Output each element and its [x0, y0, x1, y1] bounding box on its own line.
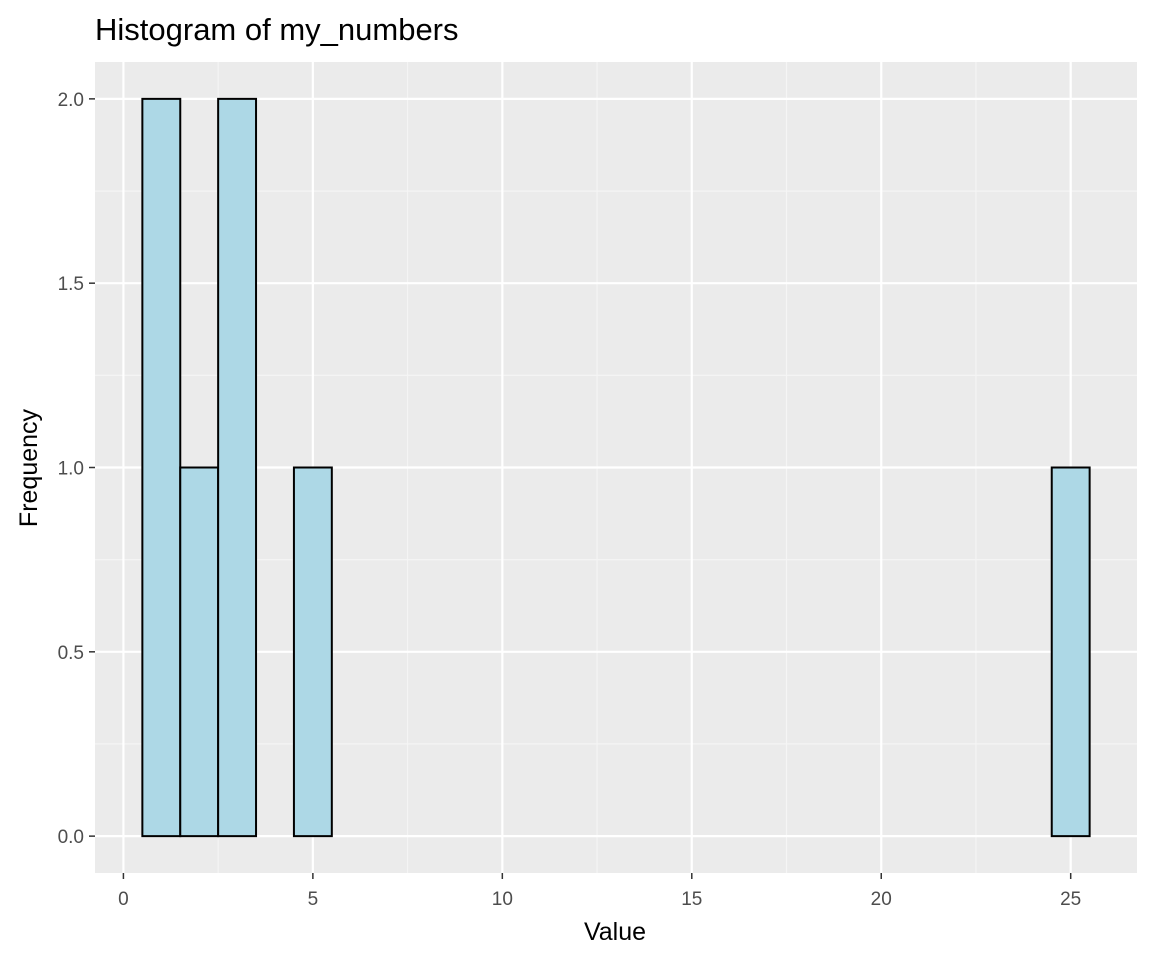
histogram-bar — [141, 97, 182, 838]
y-tick-label: 2.0 — [58, 90, 84, 111]
y-axis: 0.0 0.5 1.0 1.5 2.0 — [58, 90, 95, 848]
y-tick-label: 0.0 — [58, 827, 84, 848]
chart-title: Histogram of my_numbers — [95, 12, 459, 47]
x-tick-label: 20 — [871, 889, 892, 910]
x-tick-label: 15 — [681, 889, 702, 910]
x-tick-label: 5 — [308, 889, 319, 910]
histogram-bars — [141, 97, 1091, 838]
histogram-bar — [179, 466, 220, 838]
y-tick-label: 1.0 — [58, 459, 84, 480]
histogram-bar — [1050, 466, 1091, 838]
histogram-bar — [292, 466, 333, 838]
y-axis-title: Frequency — [15, 408, 43, 527]
x-tick-label: 25 — [1060, 889, 1081, 910]
histogram-bar — [217, 97, 258, 838]
y-tick-label: 1.5 — [58, 274, 84, 295]
y-tick-label: 0.5 — [58, 643, 84, 664]
x-tick-label: 10 — [492, 889, 513, 910]
x-axis: 0 5 10 15 20 25 — [118, 873, 1081, 910]
x-tick-label: 0 — [118, 889, 129, 910]
x-axis-title: Value — [584, 918, 646, 946]
